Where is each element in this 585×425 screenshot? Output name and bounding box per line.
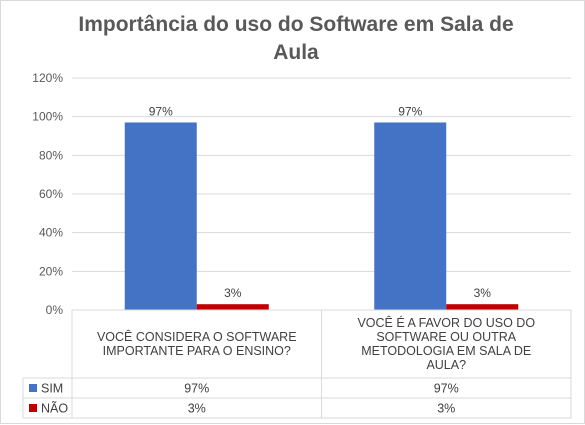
- table-value: 97%: [434, 382, 459, 396]
- table-value: 3%: [437, 402, 455, 416]
- y-tick-label: 60%: [39, 187, 63, 201]
- bar: [446, 304, 519, 310]
- category-label: VOCÊ É A FAVOR DO USO DO SOFTWARE OU OUTR…: [357, 315, 535, 372]
- table-value: 3%: [188, 402, 206, 416]
- y-tick-label: 40%: [39, 226, 63, 240]
- y-tick-label: 20%: [39, 264, 63, 278]
- y-tick-label: 80%: [39, 148, 63, 162]
- category-label: VOCÊ CONSIDERA O SOFTWARE IMPORTANTE PARA…: [97, 329, 297, 358]
- legend-key: [29, 384, 37, 392]
- y-tick-label: 120%: [32, 71, 63, 85]
- legend-label: NÃO: [41, 402, 68, 416]
- legend-label: SIM: [41, 382, 63, 396]
- legend-key: [29, 404, 37, 412]
- bar: [374, 122, 447, 310]
- data-label: 97%: [149, 104, 173, 118]
- bar: [196, 304, 269, 310]
- data-label: 3%: [474, 286, 492, 300]
- y-tick-label: 0%: [46, 303, 64, 317]
- y-tick-label: 100%: [32, 110, 63, 124]
- bar: [124, 122, 197, 310]
- data-label: 3%: [224, 286, 242, 300]
- table-value: 97%: [184, 382, 209, 396]
- data-label: 97%: [398, 104, 422, 118]
- chart-title: Importância do uso do Software em Sala d…: [78, 13, 514, 64]
